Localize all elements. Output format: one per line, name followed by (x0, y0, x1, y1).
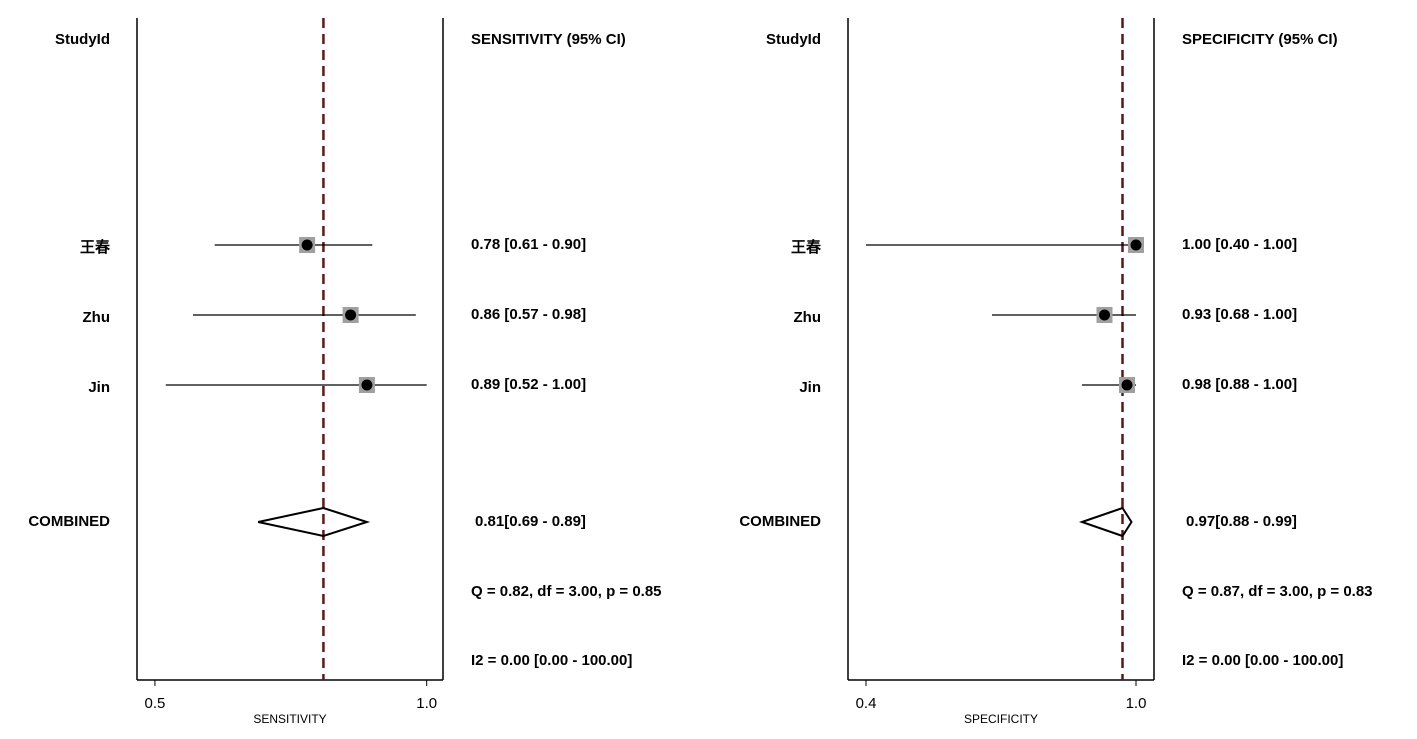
ci-label: 0.98 [0.88 - 1.00] (1182, 376, 1297, 393)
study-name: Zhu (83, 309, 111, 326)
x-axis-label: SPECIFICITY (964, 712, 1038, 726)
study-name: Jin (88, 379, 110, 396)
heterogeneity-stat: Q = 0.82, df = 3.00, p = 0.85 (471, 583, 662, 600)
combined-diamond (1078, 506, 1133, 538)
ci-label: 0.89 [0.52 - 1.00] (471, 376, 586, 393)
point-estimate (345, 309, 357, 321)
ci-header: SPECIFICITY (95% CI) (1182, 31, 1338, 48)
combined-diamond (257, 506, 371, 538)
study-header: StudyId (766, 31, 821, 48)
heterogeneity-stat: I2 = 0.00 [0.00 - 100.00] (1182, 652, 1343, 669)
study-name: 王春 (80, 238, 110, 256)
x-axis-label: SENSITIVITY (253, 712, 326, 726)
point-estimate (1099, 309, 1110, 321)
x-tick-label: 1.0 (1126, 695, 1147, 712)
ci-label: 0.86 [0.57 - 0.98] (471, 306, 586, 323)
study-name: Zhu (794, 309, 822, 326)
x-tick-label: 0.5 (145, 695, 166, 712)
combined-label: 0.81[0.69 - 0.89] (475, 513, 586, 530)
forest-panel: StudyId SPECIFICITY (95% CI) 0.4 1.0 SPECIFI… (739, 18, 1373, 726)
ci-label: 1.00 [0.40 - 1.00] (1182, 236, 1297, 253)
ci-label: 0.93 [0.68 - 1.00] (1182, 306, 1297, 323)
combined-name: COMBINED (739, 513, 821, 530)
study-header: StudyId (55, 31, 110, 48)
x-tick-label: 1.0 (416, 695, 437, 712)
heterogeneity-stat: I2 = 0.00 [0.00 - 100.00] (471, 652, 632, 669)
combined-name: COMBINED (28, 513, 110, 530)
ci-header: SENSITIVITY (95% CI) (471, 31, 626, 48)
heterogeneity-stat: Q = 0.87, df = 3.00, p = 0.83 (1182, 583, 1373, 600)
forest-panel: StudyId SENSITIVITY (95% CI) 0.5 1.0 SENSITI… (28, 18, 662, 726)
study-name: 王春 (791, 238, 821, 256)
ci-label: 0.78 [0.61 - 0.90] (471, 236, 586, 253)
study-name: Jin (799, 379, 821, 396)
point-estimate (1121, 379, 1133, 391)
point-estimate (301, 239, 313, 251)
combined-label: 0.97[0.88 - 0.99] (1186, 513, 1297, 530)
point-estimate (1130, 239, 1142, 251)
x-tick-label: 0.4 (856, 695, 877, 712)
point-estimate (361, 379, 373, 391)
